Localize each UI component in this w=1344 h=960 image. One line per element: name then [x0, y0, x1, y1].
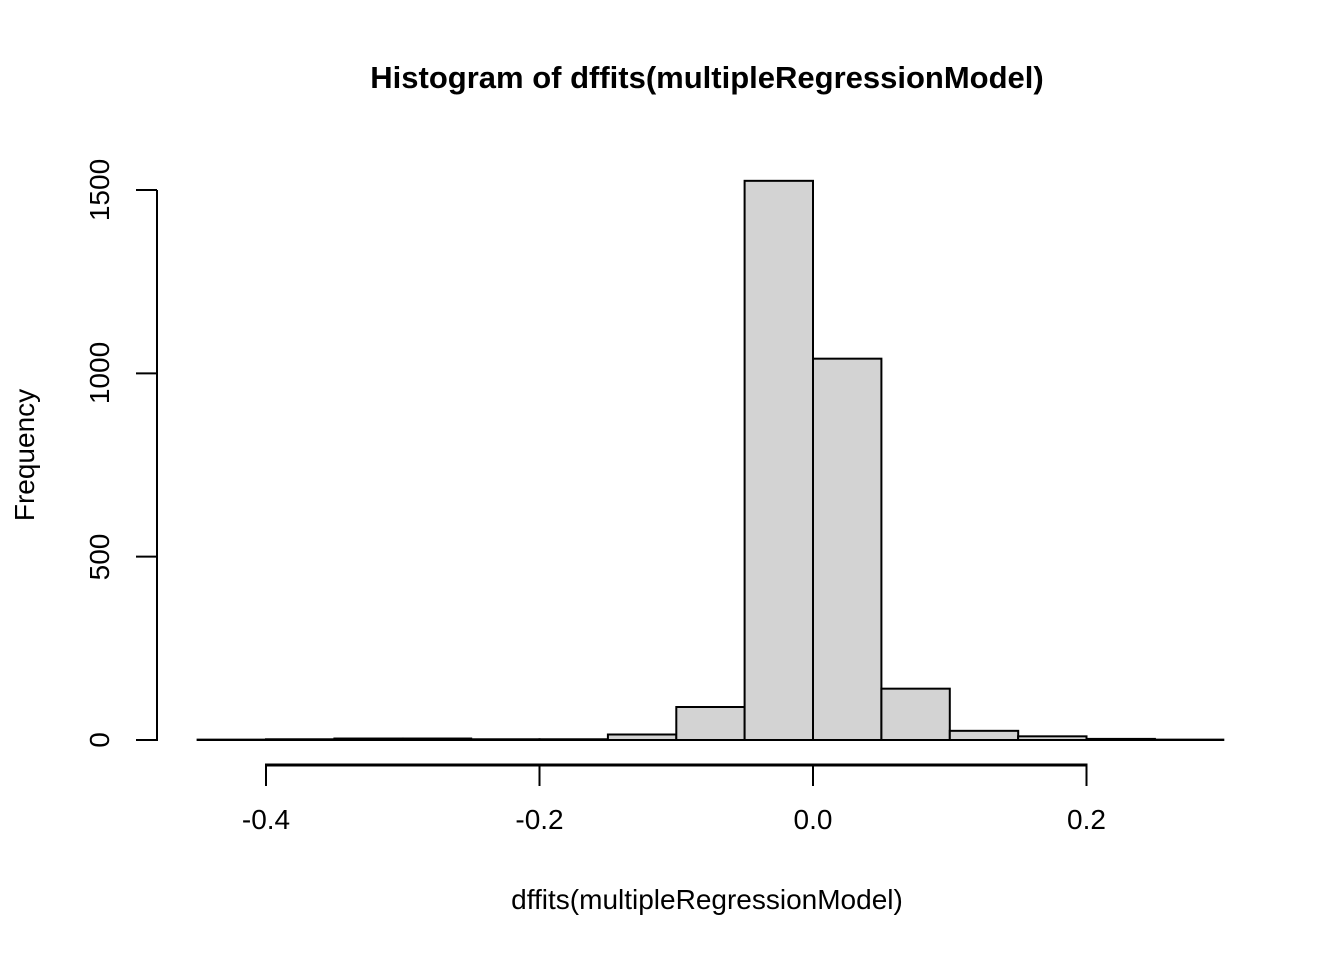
y-axis-title: Frequency: [9, 388, 40, 522]
histogram-bar: [1017, 735, 1088, 742]
histogram-bar: [675, 706, 746, 741]
y-tick-label: 0: [84, 732, 115, 748]
y-tick-label: 1000: [84, 342, 115, 405]
x-tick-label: 0.0: [793, 804, 833, 835]
histogram-bar: [470, 738, 541, 742]
x-axis-title: dffits(multipleRegressionModel): [511, 884, 903, 915]
y-tick-label: 500: [84, 533, 115, 581]
x-tick-label: -0.2: [515, 804, 564, 835]
histogram-bar: [401, 737, 473, 742]
histogram-bar: [606, 733, 678, 741]
x-tick-label: 0.2: [1067, 804, 1106, 835]
y-tick-label: 1500: [84, 158, 115, 222]
histogram-bar: [265, 738, 336, 742]
x-tick-label: -0.4: [241, 804, 291, 835]
histogram-bar: [333, 737, 404, 742]
chart-title: Histogram of dffits(multipleRegressionMo…: [370, 60, 1044, 95]
histogram-bar: [880, 687, 951, 741]
histogram-bar: [1085, 737, 1156, 742]
histogram-bar: [812, 357, 883, 741]
histogram-bar: [538, 738, 609, 742]
histogram-bar: [948, 729, 1020, 742]
histogram-bar: [743, 179, 814, 741]
